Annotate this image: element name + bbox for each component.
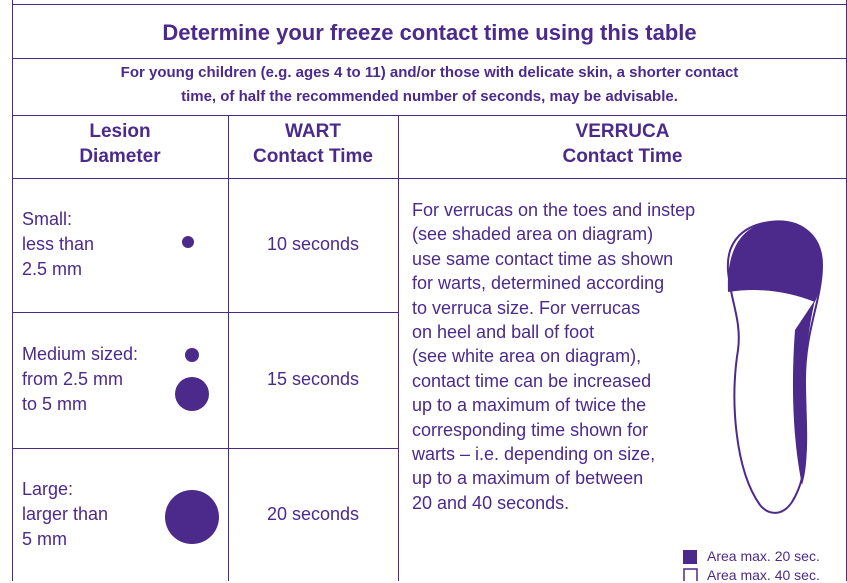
dot <box>182 236 194 248</box>
page: Determine your freeze contact time using… <box>0 0 847 581</box>
legend-swatch <box>684 569 697 581</box>
row-label: larger than <box>22 502 108 526</box>
row-label: 2.5 mm <box>22 257 82 281</box>
dot <box>185 348 199 362</box>
column-header: Contact Time <box>398 145 847 168</box>
verruca-text: (see white area on diagram), <box>412 344 641 368</box>
wart-time: 20 seconds <box>228 502 398 526</box>
verruca-text: use same contact time as shown <box>412 247 673 271</box>
column-header: Lesion <box>12 120 228 143</box>
row-label: from 2.5 mm <box>22 367 123 391</box>
wart-time: 10 seconds <box>228 232 398 256</box>
row-label: to 5 mm <box>22 392 87 416</box>
verruca-text: for warts, determined according <box>412 271 664 295</box>
dot <box>165 490 219 544</box>
row-label: Small: <box>22 207 72 231</box>
wart-time: 15 seconds <box>228 367 398 391</box>
verruca-text: 20 and 40 seconds. <box>412 491 569 515</box>
verruca-text: For verrucas on the toes and instep <box>412 198 695 222</box>
row-label: Medium sized: <box>22 342 138 366</box>
note-line: time, of half the recommended number of … <box>12 88 847 105</box>
column-header: Contact Time <box>228 145 398 168</box>
column-header: WART <box>228 120 398 143</box>
legend-swatch <box>683 550 697 564</box>
verruca-text: to verruca size. For verrucas <box>412 296 640 320</box>
verruca-text: (see shaded area on diagram) <box>412 222 653 246</box>
verruca-text: contact time can be increased <box>412 369 651 393</box>
row-label: Large: <box>22 477 73 501</box>
verruca-text: up to a maximum of between <box>412 466 643 490</box>
row-label: 5 mm <box>22 527 67 551</box>
column-header: Diameter <box>12 145 228 168</box>
note-line: For young children (e.g. ages 4 to 11) a… <box>12 64 847 81</box>
dot <box>175 377 209 411</box>
verruca-text: warts – i.e. depending on size, <box>412 442 655 466</box>
verruca-text: up to a maximum of twice the <box>412 393 646 417</box>
verruca-text: on heel and ball of foot <box>412 320 594 344</box>
row-label: less than <box>22 232 94 256</box>
legend-label: Area max. 20 sec. <box>707 548 820 564</box>
column-header: VERRUCA <box>398 120 847 143</box>
verruca-text: corresponding time shown for <box>412 418 648 442</box>
